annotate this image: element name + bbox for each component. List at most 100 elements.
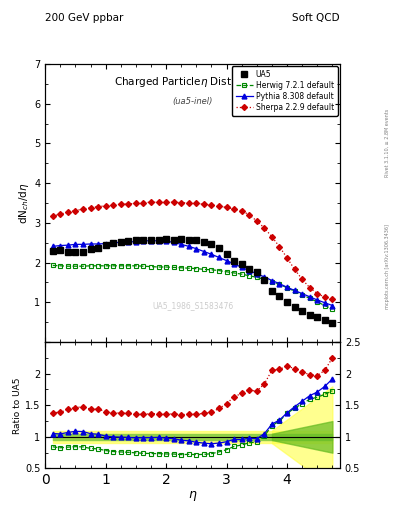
Sherpa 2.2.9 default [141,200,146,206]
Herwig 7.2.1 default [141,263,146,269]
Pythia 8.308 default [209,251,214,258]
Herwig 7.2.1 default [50,262,55,268]
UA5 [88,246,93,252]
Herwig 7.2.1 default [156,264,161,270]
Pythia 8.308 default [277,281,282,287]
Pythia 8.308 default [134,239,138,245]
UA5 [300,308,305,314]
Herwig 7.2.1 default [254,274,259,281]
Herwig 7.2.1 default [330,306,335,312]
UA5 [134,237,138,243]
Text: mcplots.cern.ch [arXiv:1306.3436]: mcplots.cern.ch [arXiv:1306.3436] [385,224,389,309]
Sherpa 2.2.9 default [262,225,267,231]
Sherpa 2.2.9 default [323,294,327,300]
Herwig 7.2.1 default [239,271,244,277]
Text: Soft QCD: Soft QCD [292,13,340,23]
Herwig 7.2.1 default [285,285,289,291]
Pythia 8.308 default [217,254,221,261]
UA5 [111,240,116,246]
Pythia 8.308 default [58,243,62,249]
UA5 [307,312,312,318]
UA5 [270,288,274,294]
Herwig 7.2.1 default [323,303,327,309]
UA5 [141,237,146,243]
UA5 [277,293,282,299]
Sherpa 2.2.9 default [270,234,274,240]
Herwig 7.2.1 default [224,269,229,275]
Sherpa 2.2.9 default [81,206,85,212]
Herwig 7.2.1 default [58,263,62,269]
Pythia 8.308 default [323,300,327,306]
Sherpa 2.2.9 default [217,203,221,209]
Herwig 7.2.1 default [277,282,282,288]
Pythia 8.308 default [103,241,108,247]
Text: UA5_1986_S1583476: UA5_1986_S1583476 [152,302,233,310]
Pythia 8.308 default [126,239,131,245]
Sherpa 2.2.9 default [194,200,199,206]
Herwig 7.2.1 default [164,264,169,270]
Pythia 8.308 default [270,278,274,284]
UA5 [58,247,62,253]
Pythia 8.308 default [239,264,244,270]
Sherpa 2.2.9 default [285,255,289,261]
UA5 [73,249,78,255]
UA5 [81,249,85,255]
Sherpa 2.2.9 default [202,201,206,207]
Herwig 7.2.1 default [111,263,116,269]
UA5 [126,238,131,244]
UA5 [156,237,161,243]
Herwig 7.2.1 default [171,264,176,270]
Line: Sherpa 2.2.9 default: Sherpa 2.2.9 default [51,200,334,301]
Herwig 7.2.1 default [96,263,101,269]
Pythia 8.308 default [292,287,297,293]
UA5 [186,237,191,243]
Pythia 8.308 default [254,271,259,277]
UA5 [103,242,108,248]
Sherpa 2.2.9 default [126,201,131,207]
Herwig 7.2.1 default [194,266,199,272]
Herwig 7.2.1 default [118,263,123,269]
Text: (ua5-inel): (ua5-inel) [173,97,213,106]
Text: 200 GeV ppbar: 200 GeV ppbar [45,13,123,23]
Sherpa 2.2.9 default [254,218,259,224]
Pythia 8.308 default [186,243,191,249]
Sherpa 2.2.9 default [50,213,55,219]
Line: Pythia 8.308 default: Pythia 8.308 default [50,239,335,308]
Sherpa 2.2.9 default [247,212,252,218]
Sherpa 2.2.9 default [315,290,320,296]
UA5 [179,236,184,242]
Pythia 8.308 default [96,241,101,247]
Line: Herwig 7.2.1 default: Herwig 7.2.1 default [50,263,335,311]
UA5 [164,236,169,242]
Pythia 8.308 default [300,290,305,296]
Pythia 8.308 default [141,238,146,244]
Sherpa 2.2.9 default [209,202,214,208]
Pythia 8.308 default [247,267,252,273]
Sherpa 2.2.9 default [186,200,191,206]
UA5 [254,269,259,275]
Herwig 7.2.1 default [217,267,221,273]
Sherpa 2.2.9 default [232,206,237,212]
Sherpa 2.2.9 default [96,204,101,210]
UA5 [262,277,267,283]
UA5 [202,239,206,245]
Sherpa 2.2.9 default [156,199,161,205]
Herwig 7.2.1 default [209,267,214,273]
Pythia 8.308 default [194,246,199,252]
UA5 [323,317,327,323]
Sherpa 2.2.9 default [73,207,78,214]
Sherpa 2.2.9 default [179,200,184,206]
Pythia 8.308 default [149,238,153,244]
Sherpa 2.2.9 default [164,199,169,205]
UA5 [224,251,229,257]
Sherpa 2.2.9 default [103,203,108,209]
Pythia 8.308 default [315,297,320,303]
X-axis label: $\eta$: $\eta$ [188,489,197,503]
Herwig 7.2.1 default [262,276,267,283]
Herwig 7.2.1 default [179,265,184,271]
Text: Charged Particle$\eta$ Distribution: Charged Particle$\eta$ Distribution [114,75,272,89]
Legend: UA5, Herwig 7.2.1 default, Pythia 8.308 default, Sherpa 2.2.9 default: UA5, Herwig 7.2.1 default, Pythia 8.308 … [232,66,338,116]
Pythia 8.308 default [111,240,116,246]
UA5 [50,248,55,254]
UA5 [239,261,244,267]
